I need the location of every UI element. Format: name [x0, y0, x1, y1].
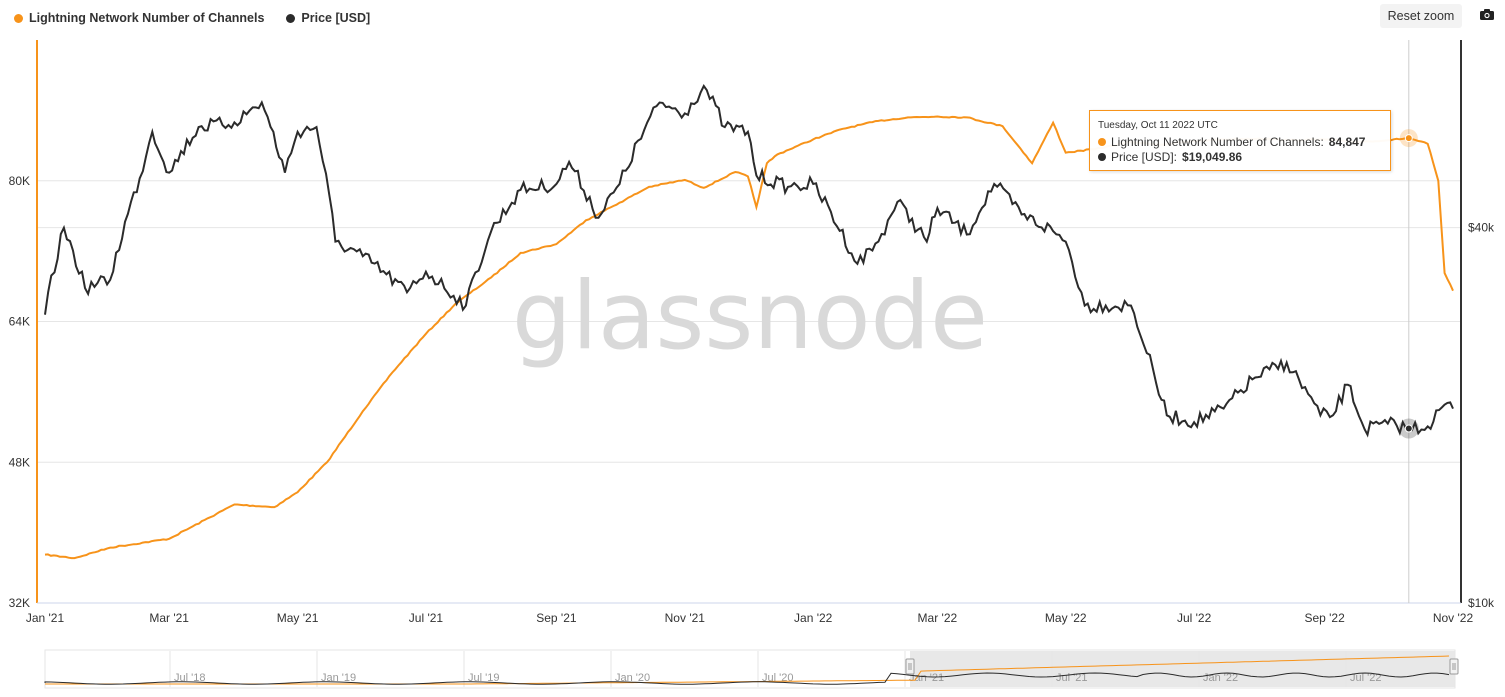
- left-tick-label: 64K: [9, 315, 30, 329]
- x-tick-label: Nov '21: [665, 611, 706, 625]
- tooltip-value: $19,049.86: [1182, 149, 1243, 164]
- navigator-label: Jul '22: [1350, 672, 1381, 684]
- tooltip-row-channels: Lightning Network Number of Channels: 84…: [1098, 134, 1382, 149]
- hover-point-price: [1404, 424, 1413, 433]
- legend-dot-icon: [286, 13, 296, 23]
- x-tick-label: Jul '22: [1177, 611, 1212, 625]
- x-tick-label: Mar '22: [918, 611, 958, 625]
- x-tick-label: Jul '21: [409, 611, 444, 625]
- navigator-handle-left[interactable]: [905, 658, 915, 675]
- navigator-label: Jan '19: [321, 672, 356, 684]
- x-tick-label: Sep '21: [536, 611, 577, 625]
- legend-label: Lightning Network Number of Channels: [29, 11, 265, 25]
- left-axis-ticks: 32K 48K 64K 80K: [9, 174, 30, 610]
- tooltip-value: 84,847: [1328, 134, 1366, 149]
- legend-item-price[interactable]: Price [USD]: [286, 11, 370, 25]
- legend: Lightning Network Number of Channels Pri…: [14, 11, 370, 25]
- x-tick-label: Jan '22: [794, 611, 833, 625]
- right-tick-label: $10k: [1468, 596, 1495, 610]
- x-tick-label: Nov '22: [1433, 611, 1474, 625]
- right-tick-label: $40k: [1468, 221, 1495, 235]
- navigator-label: Jan '20: [615, 672, 650, 684]
- tooltip-dot-icon: [1098, 137, 1106, 146]
- navigator-handle-right[interactable]: [1449, 658, 1459, 675]
- reset-zoom-button[interactable]: Reset zoom: [1380, 4, 1462, 28]
- hover-point-channels: [1404, 134, 1413, 143]
- tooltip-dot-icon: [1098, 152, 1106, 161]
- watermark: glassnode: [512, 262, 988, 371]
- navigator[interactable]: Jul '18 Jan '19 Jul '19 Jan '20 Jul '20 Jan '…: [44, 649, 1459, 689]
- x-tick-label: Jan '21: [26, 611, 65, 625]
- tooltip-row-price: Price [USD]: $19,049.86: [1098, 149, 1382, 164]
- x-tick-label: Sep '22: [1304, 611, 1345, 625]
- navigator-label: Jan '21: [909, 672, 944, 684]
- legend-dot-icon: [14, 13, 23, 23]
- tooltip: Tuesday, Oct 11 2022 UTC Lightning Netwo…: [1089, 110, 1391, 171]
- gridlines: [37, 180, 1461, 604]
- tooltip-date: Tuesday, Oct 11 2022 UTC: [1098, 120, 1218, 131]
- left-tick-label: 80K: [9, 174, 30, 188]
- navigator-label: Jul '19: [468, 672, 499, 684]
- navigator-series-price: [44, 672, 1450, 685]
- left-tick-label: 32K: [9, 596, 30, 610]
- series-line-price[interactable]: [44, 84, 1454, 438]
- camera-icon[interactable]: [1480, 9, 1494, 20]
- x-axis-ticks: Jan '21 Mar '21 May '21 Jul '21 Sep '21 Nov '…: [26, 611, 1474, 625]
- right-axis-ticks: $10k $40k: [1468, 221, 1495, 610]
- tooltip-label: Price [USD]:: [1111, 149, 1178, 164]
- x-tick-label: May '22: [1045, 611, 1087, 625]
- navigator-grid: Jul '18 Jan '19 Jul '19 Jan '20 Jul '20 Jan '…: [169, 651, 1381, 687]
- navigator-label: Jul '21: [1056, 672, 1087, 684]
- left-tick-label: 48K: [9, 455, 30, 469]
- legend-item-channels[interactable]: Lightning Network Number of Channels: [14, 11, 264, 25]
- x-tick-label: May '21: [277, 611, 319, 625]
- tooltip-label: Lightning Network Number of Channels:: [1111, 134, 1324, 149]
- legend-label: Price [USD]: [301, 11, 371, 25]
- x-tick-label: Mar '21: [149, 611, 189, 625]
- navigator-label: Jul '18: [174, 672, 205, 684]
